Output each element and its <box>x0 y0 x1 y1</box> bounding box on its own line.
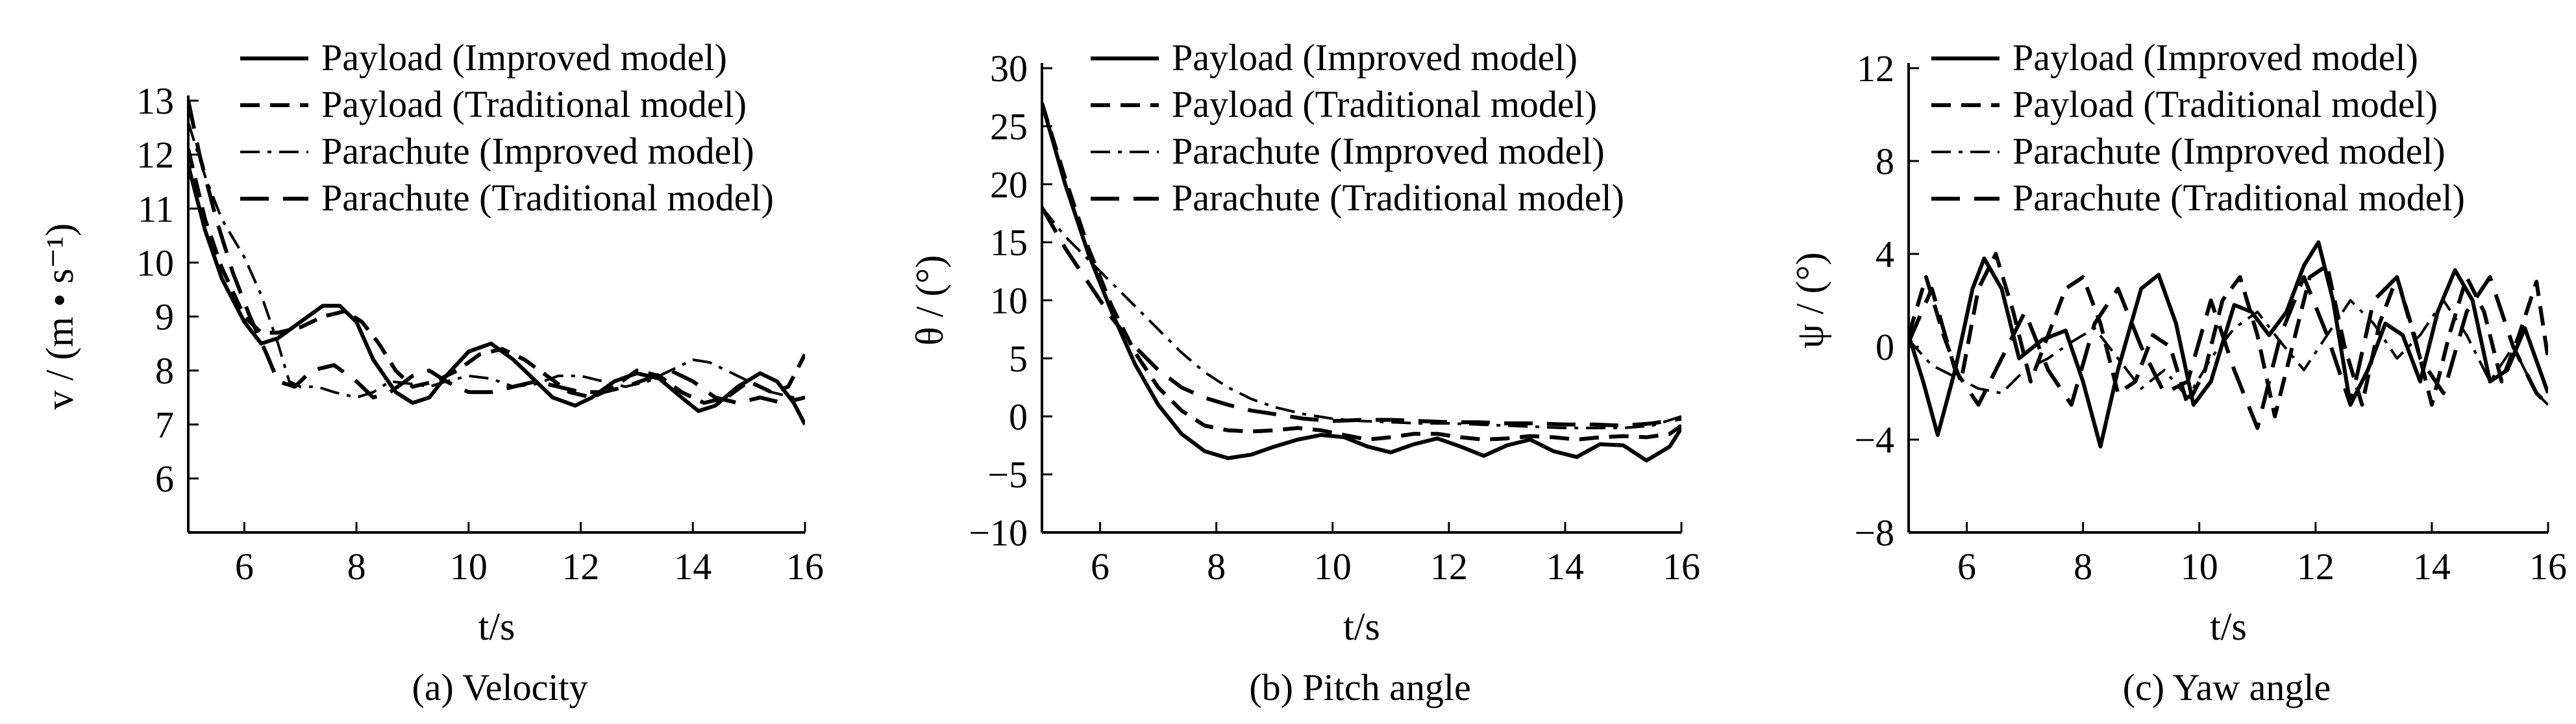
y-tick-label: 12 <box>1857 47 1894 90</box>
y-tick-label: 13 <box>136 80 174 122</box>
y-tick-label: −10 <box>969 512 1028 554</box>
x-tick-label: 14 <box>674 545 712 588</box>
x-tick-label: 8 <box>347 545 366 588</box>
series-line-4 <box>188 100 805 405</box>
x-tick-label: 8 <box>1207 545 1226 588</box>
series-line-2 <box>1909 252 2548 419</box>
x-tick-label: 6 <box>1091 545 1109 588</box>
y-tick-label: 30 <box>990 47 1028 90</box>
legend-label-4: Parachute (Traditional model) <box>2012 177 2465 219</box>
y-tick-label: 10 <box>136 242 174 284</box>
legend: Payload (Improved model)Payload (Traditi… <box>240 36 774 219</box>
legend-label-3: Parachute (Improved model) <box>2012 130 2446 172</box>
panel-caption: (a) Velocity <box>412 666 588 708</box>
legend-label-3: Parachute (Improved model) <box>1172 130 1605 172</box>
legend-label-3: Parachute (Improved model) <box>321 130 754 172</box>
legend-label-1: Payload (Improved model) <box>321 36 727 79</box>
chart-panel-3: −8 −4 0 4 8 12 6 8 10 12 14 16 Payload (Improved mod… <box>1789 36 2567 708</box>
x-tick-label: 12 <box>562 545 600 588</box>
y-tick-label: 6 <box>155 458 174 500</box>
x-tick-label: 12 <box>1430 545 1468 588</box>
series-line-1 <box>1909 240 2548 449</box>
x-tick-label: 14 <box>1546 545 1584 588</box>
legend-label-4: Parachute (Traditional model) <box>1172 177 1624 219</box>
series-line-1 <box>1042 102 1681 463</box>
series-line-2 <box>1042 102 1681 442</box>
series-line-2 <box>188 149 805 405</box>
panel-caption: (c) Yaw angle <box>2123 666 2331 708</box>
legend-label-2: Payload (Traditional model) <box>1172 83 1597 125</box>
y-axis-title: v / (m • s⁻¹) <box>38 223 81 410</box>
series-line-3 <box>188 121 805 399</box>
x-tick-label: 10 <box>450 545 488 588</box>
y-tick-label: 5 <box>1009 338 1028 380</box>
y-tick-label: −4 <box>1854 419 1894 461</box>
y-tick-label: 0 <box>1009 395 1028 438</box>
x-tick-label: 16 <box>1663 545 1700 588</box>
y-tick-label: 20 <box>990 164 1028 206</box>
series-line-4 <box>1909 275 2548 431</box>
chart-panel-2: −10 −5 0 5 10 15 20 25 30 6 8 10 12 14 16 Payload (Impr… <box>908 36 1700 708</box>
series-line-3 <box>1042 206 1681 430</box>
x-tick-label: 14 <box>2413 545 2451 588</box>
y-axis-title: ψ / (°) <box>1789 252 1831 348</box>
x-tick-label: 16 <box>786 545 824 588</box>
y-tick-label: 4 <box>1876 233 1894 275</box>
legend-label-4: Parachute (Traditional model) <box>321 177 774 219</box>
chart-panel-1: 6 7 8 9 10 11 12 13 6 8 10 12 14 16 Payload (Improved … <box>38 36 824 708</box>
y-tick-label: 10 <box>990 280 1028 322</box>
y-tick-label: 12 <box>136 134 174 176</box>
x-tick-label: 6 <box>1957 545 1976 588</box>
x-tick-label: 16 <box>2529 545 2567 588</box>
legend-label-1: Payload (Improved model) <box>2012 36 2418 79</box>
y-tick-label: 15 <box>990 221 1028 264</box>
y-tick-label: 8 <box>155 350 174 392</box>
x-tick-label: 10 <box>1314 545 1352 588</box>
x-tick-label: 6 <box>235 545 254 588</box>
x-axis-title: t/s <box>2210 605 2247 648</box>
y-tick-label: 11 <box>138 188 174 230</box>
legend: Payload (Improved model)Payload (Traditi… <box>1091 36 1624 219</box>
y-tick-label: 7 <box>155 404 174 446</box>
y-tick-label: −5 <box>987 454 1028 496</box>
legend-label-2: Payload (Traditional model) <box>321 83 747 125</box>
series-line-3 <box>1909 299 2548 406</box>
x-tick-label: 8 <box>2074 545 2092 588</box>
y-axis-title: θ / (°) <box>908 255 951 345</box>
x-axis-title: t/s <box>1343 605 1380 648</box>
y-tick-label: 0 <box>1876 326 1894 368</box>
panel-caption: (b) Pitch angle <box>1249 666 1470 708</box>
legend-label-1: Payload (Improved model) <box>1172 36 1578 79</box>
x-tick-label: 12 <box>2297 545 2334 588</box>
legend-label-2: Payload (Traditional model) <box>2012 83 2438 125</box>
x-axis-title: t/s <box>478 605 515 648</box>
legend: Payload (Improved model)Payload (Traditi… <box>1931 36 2465 219</box>
y-tick-label: −8 <box>1854 512 1894 554</box>
y-tick-label: 25 <box>990 105 1028 147</box>
series-line-4 <box>1042 206 1681 428</box>
x-tick-label: 10 <box>2181 545 2218 588</box>
y-tick-label: 9 <box>155 296 174 338</box>
y-tick-label: 8 <box>1876 140 1894 182</box>
